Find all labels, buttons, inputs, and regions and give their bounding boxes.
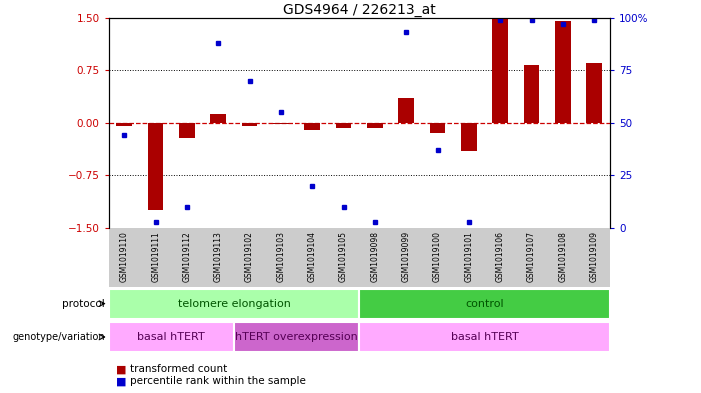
Bar [148,123,163,210]
Text: GSM1019100: GSM1019100 [433,231,442,282]
Text: GSM1019104: GSM1019104 [308,231,317,282]
Text: hTERT overexpression: hTERT overexpression [236,332,358,342]
Bar [360,322,610,352]
Text: percentile rank within the sample: percentile rank within the sample [130,376,306,386]
Bar [555,21,571,123]
Text: GSM1019099: GSM1019099 [402,231,411,282]
Bar [430,123,445,133]
Bar [336,123,351,128]
Bar [586,63,602,123]
Bar [461,123,477,151]
Text: telomere elongation: telomere elongation [177,299,290,309]
Bar [109,288,360,319]
Text: protocol: protocol [62,299,105,309]
Text: transformed count: transformed count [130,364,227,375]
Bar [109,322,234,352]
Text: GSM1019103: GSM1019103 [276,231,285,282]
Bar [304,123,320,130]
Bar [210,114,226,123]
Bar [116,123,132,126]
Text: ■: ■ [116,376,126,386]
Text: GSM1019107: GSM1019107 [527,231,536,282]
Text: basal hTERT: basal hTERT [451,332,519,342]
Text: GSM1019109: GSM1019109 [590,231,599,282]
Text: control: control [465,299,504,309]
Text: GSM1019108: GSM1019108 [559,231,567,282]
Text: ■: ■ [116,364,126,375]
Bar [234,322,360,352]
Bar [273,123,289,124]
Bar [492,19,508,123]
Text: genotype/variation: genotype/variation [13,332,105,342]
Bar [524,65,539,123]
Text: GSM1019098: GSM1019098 [370,231,379,282]
Bar [360,288,610,319]
Text: GSM1019105: GSM1019105 [339,231,348,282]
Title: GDS4964 / 226213_at: GDS4964 / 226213_at [283,3,435,17]
Text: GSM1019106: GSM1019106 [496,231,505,282]
Bar [179,123,195,138]
Text: GSM1019111: GSM1019111 [151,231,160,282]
Text: GSM1019110: GSM1019110 [120,231,129,282]
Text: basal hTERT: basal hTERT [137,332,205,342]
Text: GSM1019101: GSM1019101 [464,231,473,282]
Bar [398,98,414,123]
Text: GSM1019102: GSM1019102 [245,231,254,282]
Bar [367,123,383,129]
Text: GSM1019113: GSM1019113 [214,231,223,282]
Text: GSM1019112: GSM1019112 [182,231,191,282]
Bar [242,123,257,126]
